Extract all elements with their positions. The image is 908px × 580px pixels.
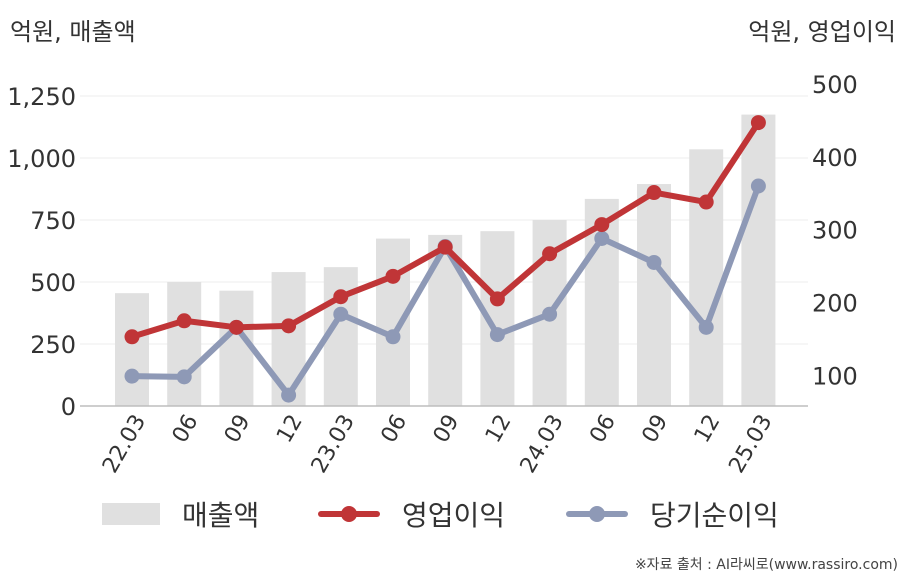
operating-profit-point — [646, 185, 662, 201]
right-axis-tick-label: 300 — [812, 217, 858, 245]
right-axis-tick-label: 500 — [812, 71, 858, 99]
operating-profit-point — [542, 246, 558, 262]
right-axis-tick-label: 100 — [812, 362, 858, 390]
left-axis-tick-label: 250 — [30, 331, 76, 359]
revenue-profit-chart: 0 250 500 750 1,000 1,250 100 200 300 400 500 22.03… — [7, 71, 858, 478]
operating-profit-point — [385, 268, 401, 284]
x-axis-tick-label: 12 — [481, 411, 517, 448]
x-axis-tick-label: 25.03 — [724, 411, 777, 478]
legend-item-revenue: 매출액 — [102, 492, 259, 536]
source-credit: ※자료 출처 : AI라씨로(www.rassiro.com) — [634, 557, 898, 573]
legend-item-net-income: 당기순이익 — [566, 492, 779, 536]
left-axis-tick-label: 750 — [30, 207, 76, 235]
left-axis-tick-label: 500 — [30, 269, 76, 297]
net-income-point — [646, 254, 662, 270]
revenue-bar — [115, 293, 149, 406]
operating-profit-point — [489, 291, 505, 307]
left-axis-tick-label: 0 — [61, 393, 76, 421]
legend-swatch-revenue — [102, 503, 160, 525]
legend-item-operating-profit: 영업이익 — [318, 492, 505, 536]
operating-profit-point — [228, 319, 244, 335]
net-income-point — [176, 369, 192, 385]
revenue-bar — [219, 290, 254, 406]
left-axis-tick-label: 1,000 — [7, 145, 76, 173]
legend-swatch-operating-profit — [318, 503, 380, 525]
right-axis-tick-label: 200 — [812, 290, 858, 318]
left-axis-tick-label: 1,250 — [7, 83, 76, 111]
net-income-point — [281, 387, 297, 403]
operating-profit-point — [437, 239, 453, 255]
net-income-point — [594, 230, 610, 246]
x-axis-tick-label: 23.03 — [307, 411, 360, 478]
right-axis-unit-label: 억원, 영업이익 — [748, 18, 896, 46]
x-axis-tick-label: 06 — [168, 411, 204, 448]
revenue-bar — [741, 114, 776, 406]
legend-label-revenue: 매출액 — [182, 499, 260, 532]
net-income-point — [385, 329, 401, 345]
net-income-point — [542, 306, 558, 322]
net-income-point — [124, 368, 140, 384]
revenue-bar — [167, 282, 202, 406]
net-income-point — [750, 178, 766, 194]
x-axis-tick-label: 09 — [638, 411, 674, 448]
operating-profit-point — [176, 313, 192, 329]
x-axis-tick-label: 24.03 — [516, 411, 569, 478]
operating-profit-point — [594, 217, 610, 233]
revenue-bar — [271, 272, 306, 406]
x-axis-tick-label: 22.03 — [98, 411, 151, 478]
net-income-point — [333, 306, 349, 322]
x-axis-tick-label: 06 — [377, 411, 413, 448]
chart-legend: 매출액 영업이익 당기순이익 — [0, 492, 908, 536]
net-income-point — [489, 327, 505, 343]
x-axis-tick-label: 06 — [585, 411, 621, 448]
legend-label-operating-profit: 영업이익 — [402, 499, 506, 532]
operating-profit-point — [124, 329, 140, 345]
left-axis-unit-label: 억원, 매출액 — [10, 18, 136, 46]
x-axis-tick-label: 12 — [690, 411, 726, 448]
x-axis-tick-label: 12 — [272, 411, 308, 448]
revenue-bar — [637, 184, 671, 406]
revenue-bar — [689, 149, 724, 406]
revenue-bar — [376, 238, 410, 406]
operating-profit-point — [281, 318, 297, 334]
operating-profit-point — [698, 194, 714, 210]
x-axis-tick-label: 09 — [429, 411, 465, 448]
operating-profit-point — [333, 289, 349, 305]
x-axis-tick-label: 09 — [220, 411, 256, 448]
legend-swatch-net-income — [566, 503, 628, 525]
operating-profit-point — [750, 115, 766, 131]
right-axis-tick-label: 400 — [812, 144, 858, 172]
net-income-point — [698, 319, 714, 335]
legend-label-net-income: 당기순이익 — [650, 499, 779, 532]
